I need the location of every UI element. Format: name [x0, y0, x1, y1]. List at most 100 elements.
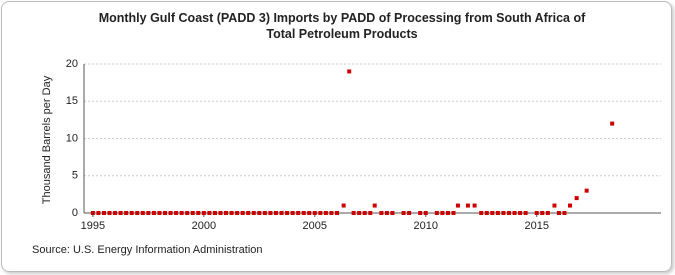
- point: [157, 211, 162, 215]
- point: [90, 211, 95, 215]
- point: [407, 211, 412, 215]
- point: [290, 211, 295, 215]
- point: [279, 211, 284, 215]
- point: [101, 211, 106, 215]
- point: [445, 211, 450, 215]
- y-tick-label: 10: [66, 132, 78, 144]
- point: [440, 211, 445, 215]
- x-tick-label: 2015: [524, 220, 548, 232]
- point: [196, 211, 201, 215]
- point: [384, 211, 389, 215]
- x-tick-label: 2010: [414, 220, 438, 232]
- point: [434, 211, 439, 215]
- point: [168, 211, 173, 215]
- point: [312, 211, 317, 215]
- y-axis-label: Thousand Barrels per Day: [41, 75, 53, 204]
- point: [185, 211, 190, 215]
- point: [135, 211, 140, 215]
- point: [235, 211, 240, 215]
- point: [179, 211, 184, 215]
- point: [318, 211, 323, 215]
- point: [268, 211, 273, 215]
- point: [401, 211, 406, 215]
- point: [479, 211, 484, 215]
- point: [246, 211, 251, 215]
- point: [334, 211, 339, 215]
- point: [545, 211, 550, 215]
- point: [113, 211, 118, 215]
- point: [501, 211, 506, 215]
- point: [174, 211, 179, 215]
- y-tick-label: 0: [72, 207, 78, 219]
- x-tick-label: 1995: [81, 220, 105, 232]
- point: [362, 211, 367, 215]
- y-tick-label: 5: [72, 170, 78, 182]
- point: [163, 211, 168, 215]
- point: [212, 211, 217, 215]
- point: [251, 211, 256, 215]
- point: [301, 211, 306, 215]
- point: [118, 211, 123, 215]
- point: [357, 211, 362, 215]
- point: [96, 211, 101, 215]
- point: [465, 203, 470, 208]
- point: [218, 211, 223, 215]
- point: [472, 203, 477, 208]
- point: [534, 211, 539, 215]
- point: [262, 211, 267, 215]
- point: [418, 211, 423, 215]
- point: [512, 211, 517, 215]
- point: [307, 211, 312, 215]
- point: [351, 211, 356, 215]
- point: [151, 211, 156, 215]
- point: [129, 211, 134, 215]
- point: [610, 121, 615, 126]
- chart-frame: Monthly Gulf Coast (PADD 3) Imports by P…: [1, 1, 672, 272]
- point: [372, 203, 377, 208]
- point: [523, 211, 528, 215]
- point: [423, 211, 428, 215]
- point: [574, 196, 579, 201]
- point: [518, 211, 523, 215]
- point: [329, 211, 334, 215]
- x-tick-label: 2005: [303, 220, 327, 232]
- point: [484, 211, 489, 215]
- y-tick-label: 15: [66, 95, 78, 107]
- point: [368, 211, 373, 215]
- point: [124, 211, 129, 215]
- point: [390, 211, 395, 215]
- point: [190, 211, 195, 215]
- point: [207, 211, 212, 215]
- chart: Thousand Barrels per Day Source: U.S. En…: [32, 58, 661, 256]
- point: [584, 188, 589, 193]
- point: [552, 203, 557, 208]
- point: [201, 211, 206, 215]
- x-tick-label: 2000: [192, 220, 216, 232]
- point: [146, 211, 151, 215]
- point: [107, 211, 112, 215]
- chart-title: Monthly Gulf Coast (PADD 3) Imports by P…: [98, 11, 586, 41]
- point: [273, 211, 278, 215]
- point: [224, 211, 229, 215]
- point: [257, 211, 262, 215]
- point: [568, 203, 573, 208]
- point: [495, 211, 500, 215]
- point: [556, 211, 561, 215]
- point: [562, 211, 567, 215]
- y-tick-label: 20: [66, 58, 78, 70]
- point: [490, 211, 495, 215]
- point: [323, 211, 328, 215]
- point: [347, 69, 352, 74]
- point: [341, 203, 346, 208]
- point: [140, 211, 145, 215]
- point: [229, 211, 234, 215]
- point: [240, 211, 245, 215]
- point: [455, 203, 460, 208]
- point: [451, 211, 456, 215]
- point: [506, 211, 511, 215]
- point: [296, 211, 301, 215]
- point: [285, 211, 290, 215]
- point: [540, 211, 545, 215]
- source: Source: U.S. Energy Information Administ…: [32, 244, 263, 256]
- point: [379, 211, 384, 215]
